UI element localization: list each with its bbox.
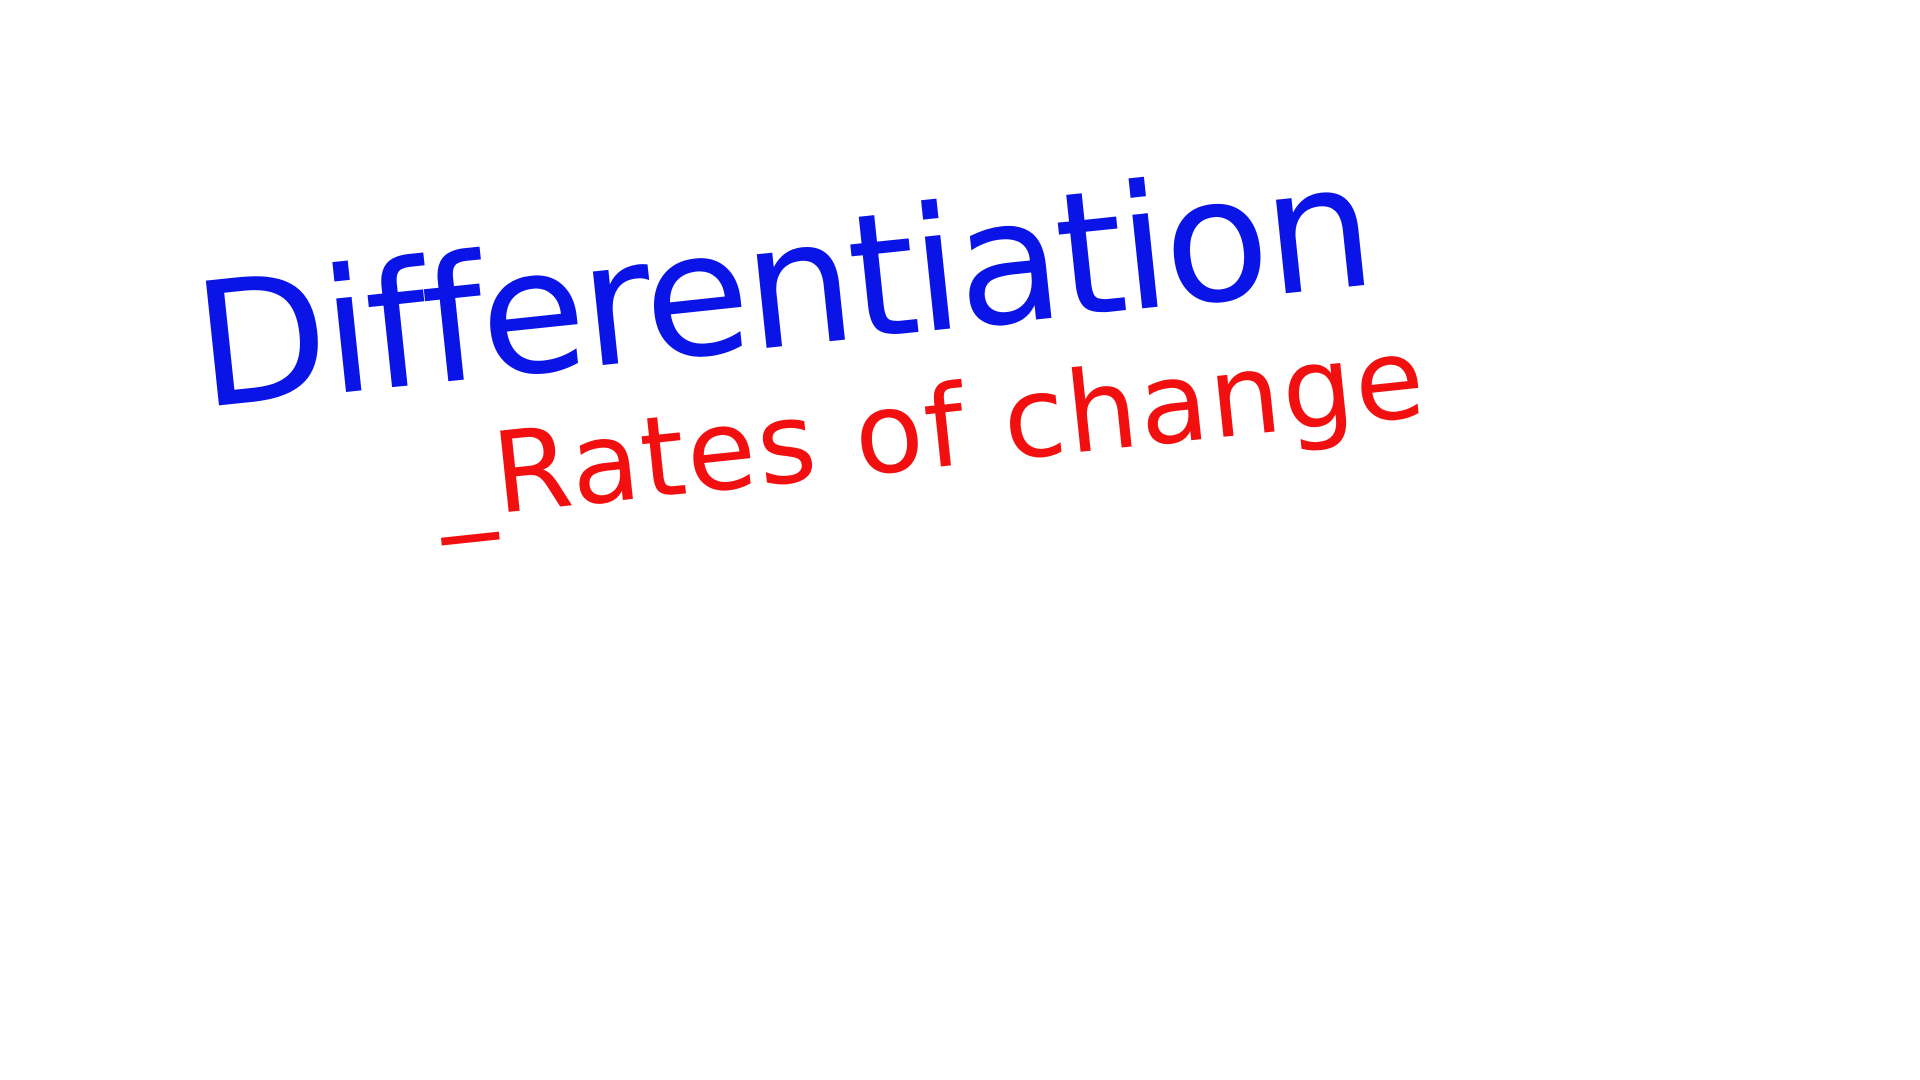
whiteboard-canvas: Differentiation _Rates of change [185,124,1432,546]
